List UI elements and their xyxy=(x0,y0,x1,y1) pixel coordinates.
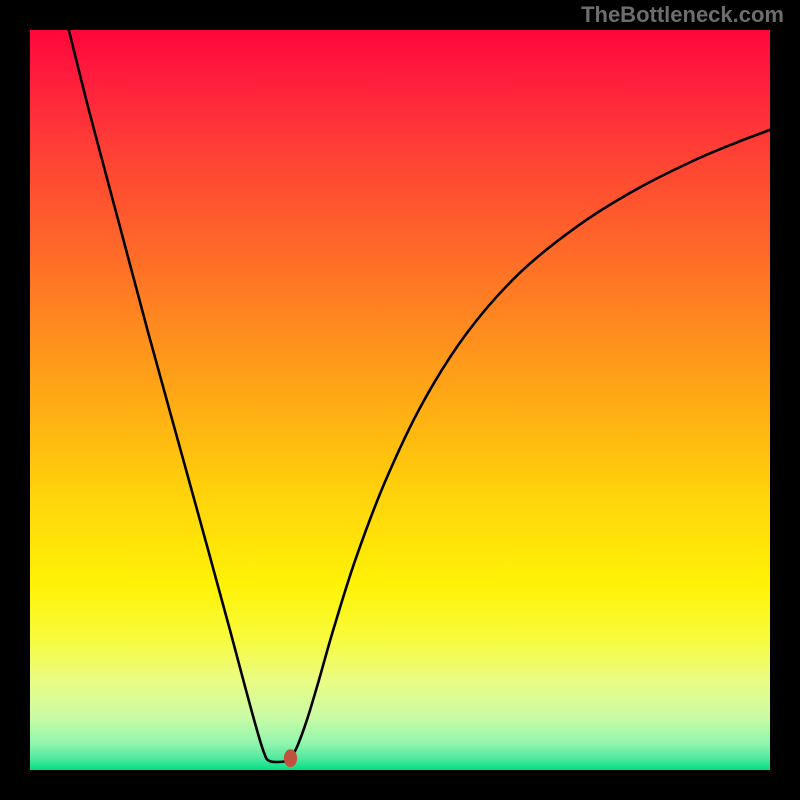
watermark-text: TheBottleneck.com xyxy=(581,2,784,28)
gradient-background xyxy=(30,30,770,770)
plot-area xyxy=(30,30,770,770)
chart-frame: TheBottleneck.com xyxy=(0,0,800,800)
bottleneck-chart xyxy=(30,30,770,770)
bottleneck-marker xyxy=(284,749,297,767)
